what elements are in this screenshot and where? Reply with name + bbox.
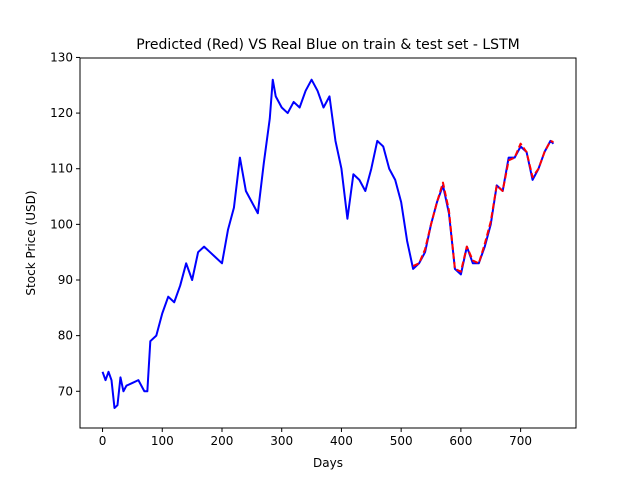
y-tick-label: 70	[58, 384, 73, 398]
y-axis-label: Stock Price (USD)	[24, 190, 38, 295]
plot-frame	[79, 57, 577, 429]
y-tick-label: 130	[50, 50, 73, 64]
x-tick-label: 600	[449, 434, 472, 448]
y-tick-label: 110	[50, 162, 73, 176]
x-tick-label: 700	[509, 434, 532, 448]
x-tick-label: 200	[211, 434, 234, 448]
data-line	[101, 78, 555, 409]
y-tick-label: 100	[50, 217, 73, 231]
x-tick-label: 0	[99, 434, 107, 448]
x-tick-label: 400	[330, 434, 353, 448]
y-tick-label: 90	[58, 273, 73, 287]
x-tick-label: 500	[390, 434, 413, 448]
y-tick-label: 120	[50, 106, 73, 120]
x-axis-label: Days	[313, 456, 343, 470]
x-tick-label: 300	[270, 434, 293, 448]
data-line	[412, 139, 554, 273]
y-tick-label: 80	[58, 329, 73, 343]
x-tick-label: 100	[151, 434, 174, 448]
chart-title: Predicted (Red) VS Real Blue on train & …	[136, 37, 519, 53]
